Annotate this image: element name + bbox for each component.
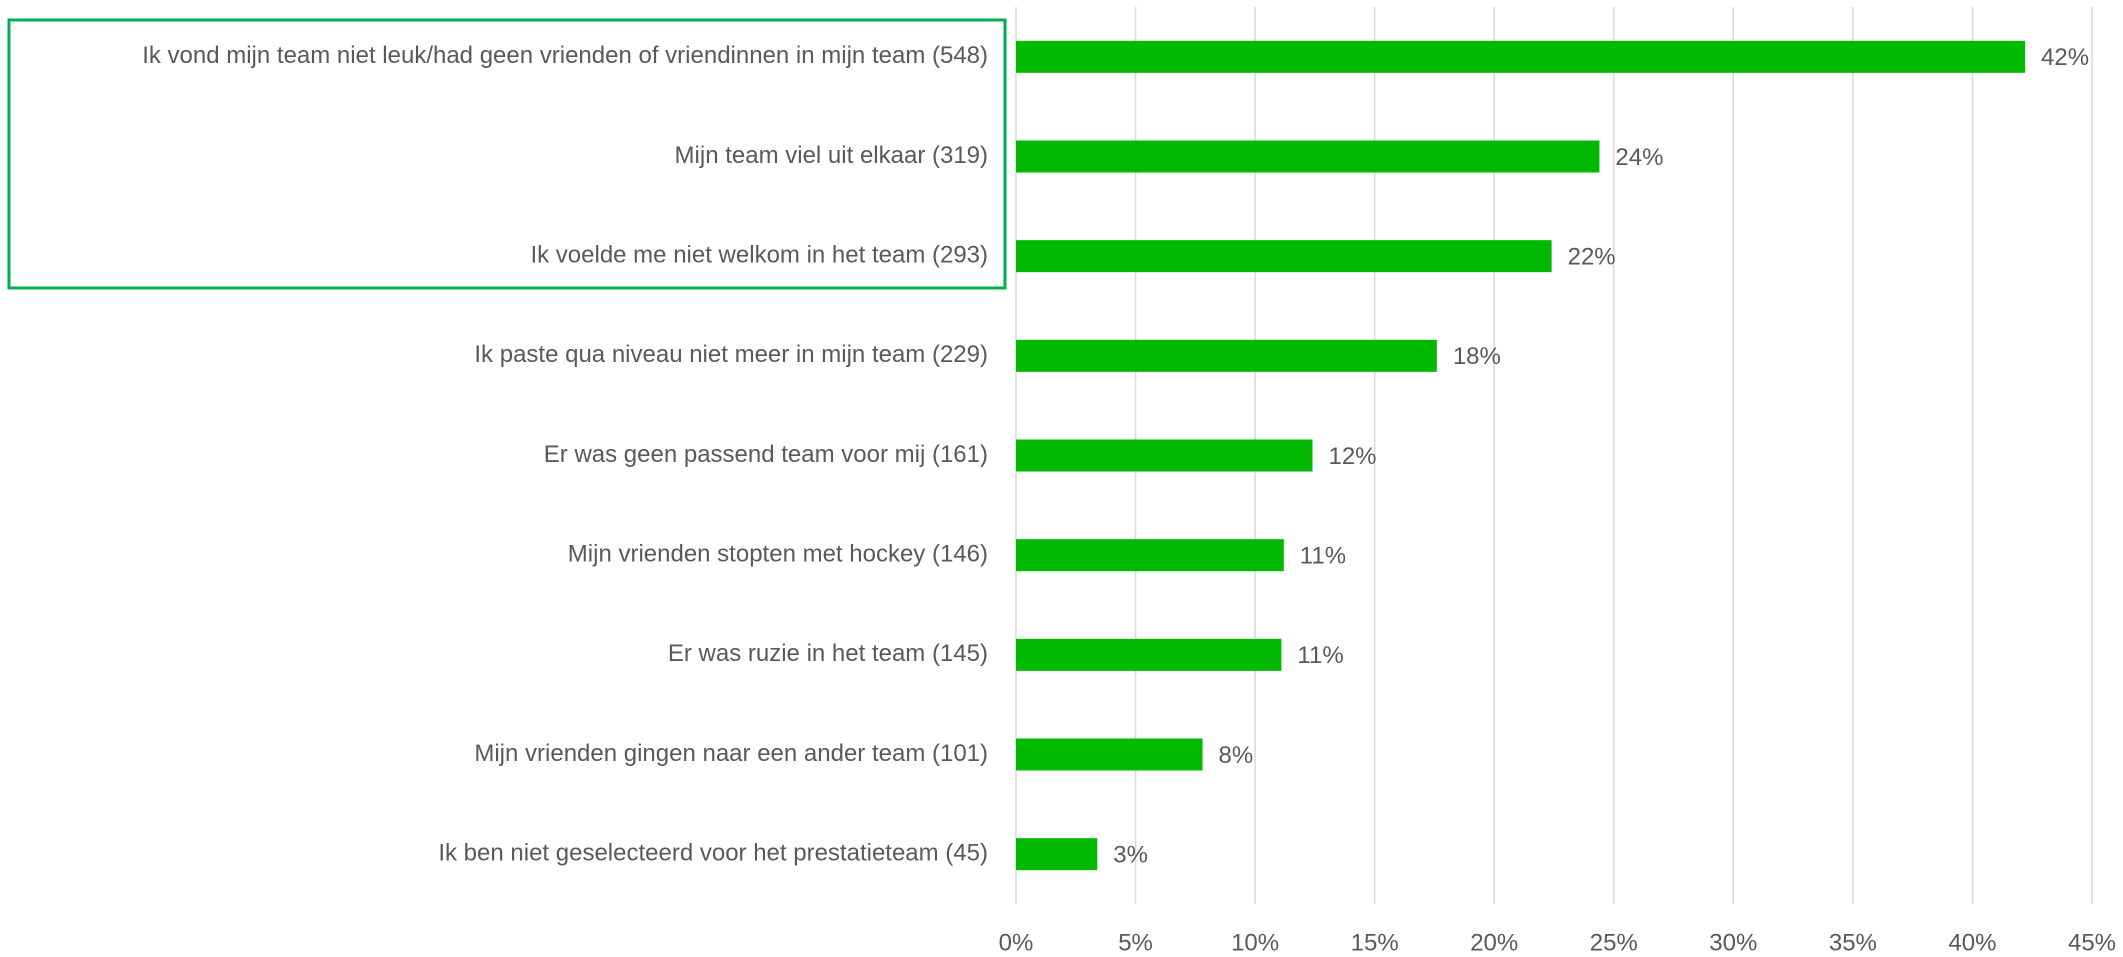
category-label: Ik ben niet geselecteerd voor het presta…	[438, 840, 988, 867]
x-tick-label: 45%	[2068, 929, 2116, 956]
highlight-box	[7, 18, 1007, 290]
value-label: 11%	[1300, 543, 1346, 570]
x-tick-label: 30%	[1709, 929, 1757, 956]
bar	[1016, 439, 1313, 472]
category-label: Ik voelde me niet welkom in het team (29…	[530, 242, 988, 269]
bar	[1016, 40, 2026, 73]
x-tick-label: 20%	[1470, 929, 1518, 956]
category-label: Er was geen passend team voor mij (161)	[544, 441, 988, 468]
value-label: 42%	[2041, 44, 2089, 71]
x-tick-label: 35%	[1829, 929, 1877, 956]
x-tick-label: 5%	[1118, 929, 1153, 956]
category-label: Ik paste qua niveau niet meer in mijn te…	[474, 341, 988, 368]
x-tick-label: 10%	[1231, 929, 1279, 956]
category-label: Er was ruzie in het team (145)	[668, 640, 988, 667]
bar	[1016, 539, 1284, 572]
bar	[1016, 838, 1098, 871]
value-label: 12%	[1328, 443, 1376, 470]
value-label: 3%	[1113, 842, 1148, 869]
bar	[1016, 638, 1282, 671]
value-label: 24%	[1615, 144, 1663, 171]
category-label: Mijn vrienden gingen naar een ander team…	[474, 740, 988, 767]
category-label: Mijn vrienden stopten met hockey (146)	[568, 541, 988, 568]
bar	[1016, 738, 1203, 771]
category-label: Mijn team viel uit elkaar (319)	[675, 142, 988, 169]
value-label: 18%	[1453, 343, 1501, 370]
x-tick-label: 25%	[1590, 929, 1638, 956]
value-label: 22%	[1568, 244, 1616, 271]
bar	[1016, 240, 1552, 273]
x-tick-label: 15%	[1351, 929, 1399, 956]
category-label: Ik vond mijn team niet leuk/had geen vri…	[142, 42, 988, 69]
x-tick-label: 0%	[999, 929, 1034, 956]
bar	[1016, 140, 1600, 173]
value-label: 8%	[1219, 742, 1254, 769]
x-tick-label: 40%	[1948, 929, 1996, 956]
bar	[1016, 339, 1437, 372]
value-label: 11%	[1297, 642, 1343, 669]
